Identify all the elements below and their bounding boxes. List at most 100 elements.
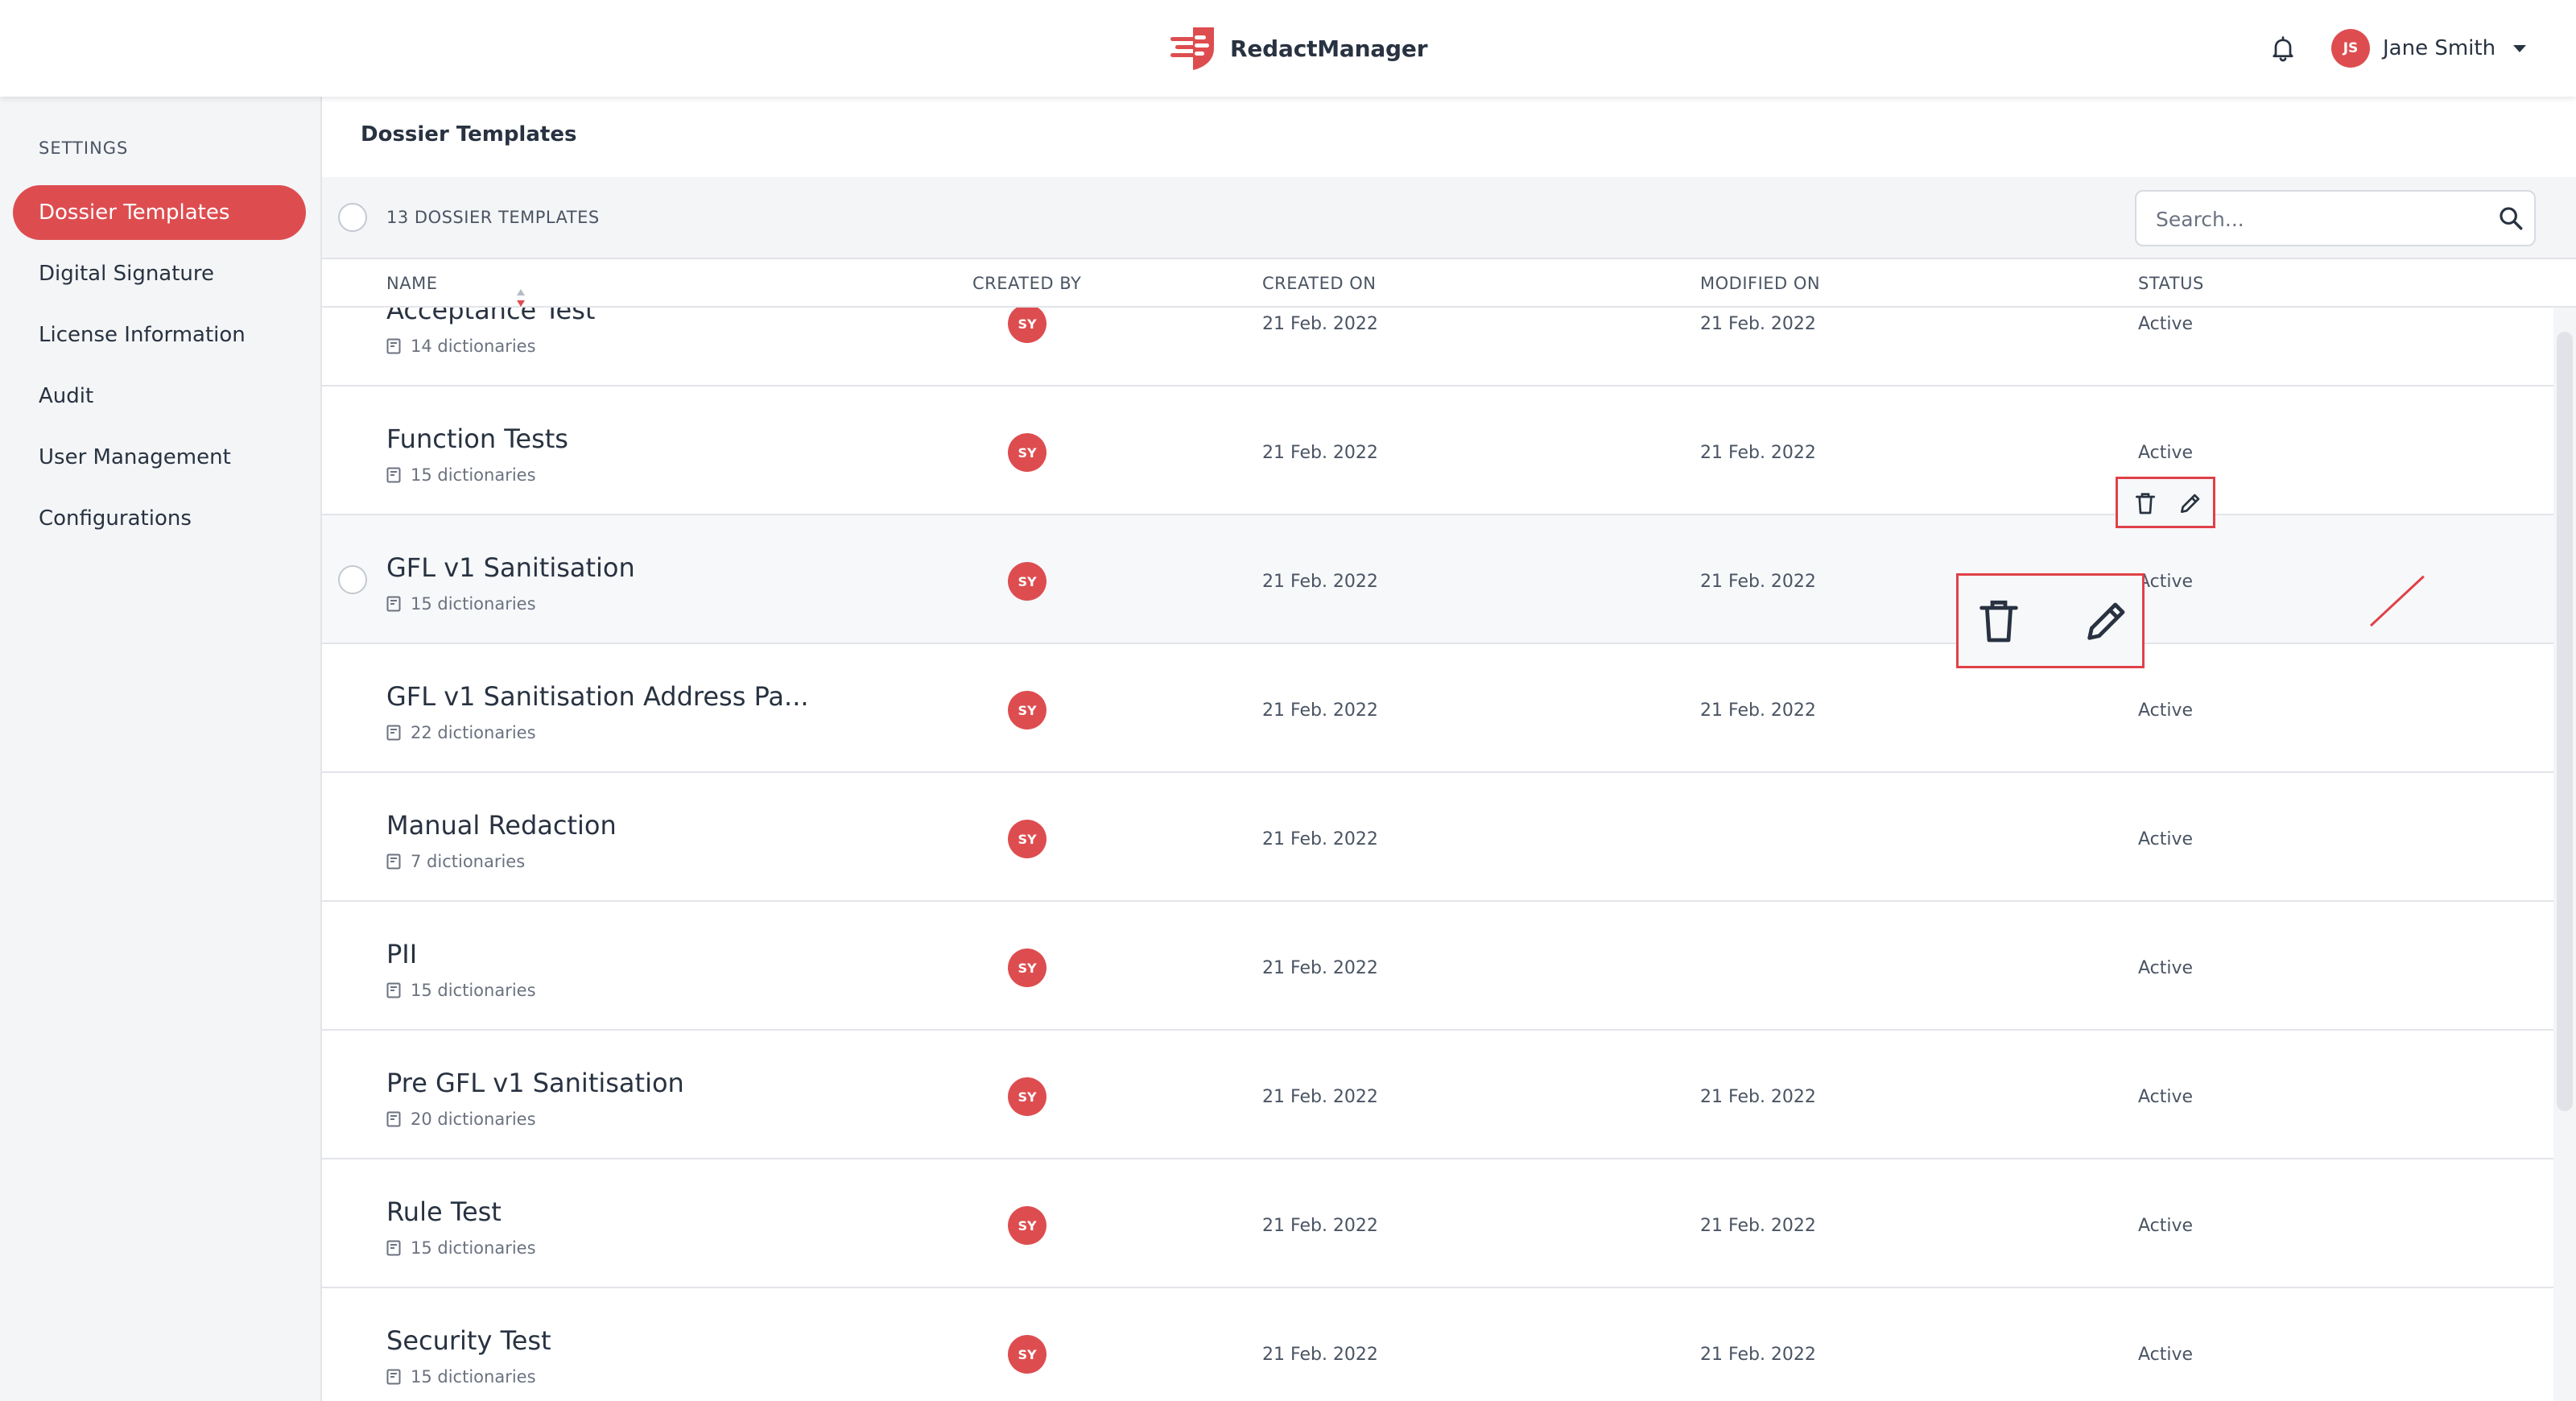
created-on: 21 Feb. 2022 <box>1262 572 1378 592</box>
status: Active <box>2138 1345 2194 1365</box>
dictionary-count-label: 15 dictionaries <box>411 981 536 1000</box>
creator-avatar: SY <box>1008 820 1046 858</box>
created-on: 21 Feb. 2022 <box>1262 314 1378 334</box>
dictionary-count-label: 15 dictionaries <box>411 1367 536 1387</box>
user-menu[interactable]: JS Jane Smith <box>2331 29 2527 68</box>
search-icon[interactable] <box>2497 205 2524 232</box>
creator-avatar: SY <box>1008 1335 1046 1374</box>
template-name[interactable]: Acceptance Test <box>386 308 596 325</box>
creator-avatar: SY <box>1008 1206 1046 1245</box>
sidebar-item-digital-signature[interactable]: Digital Signature <box>39 262 215 286</box>
status: Active <box>2138 572 2194 592</box>
template-name[interactable]: Function Tests <box>386 424 568 454</box>
template-name[interactable]: GFL v1 Sanitisation Address Pa... <box>386 681 809 712</box>
sidebar-item-license-information[interactable]: License Information <box>39 323 246 347</box>
template-name[interactable]: PII <box>386 939 418 969</box>
creator-avatar: SY <box>1008 948 1046 987</box>
search-input[interactable] <box>2154 192 2479 246</box>
pencil-icon[interactable] <box>2178 490 2203 516</box>
creator-avatar: SY <box>1008 691 1046 729</box>
column-header-name[interactable]: NAME <box>386 274 525 307</box>
template-name[interactable]: GFL v1 Sanitisation <box>386 552 635 583</box>
table-row-hovered[interactable]: GFL v1 Sanitisation 15 dictionaries SY 2… <box>322 515 2553 644</box>
main-content: Dossier Templates 13 DOSSIER TEMPLATES N… <box>322 97 2576 1401</box>
dictionary-count: 15 dictionaries <box>386 1367 536 1387</box>
row-select-checkbox[interactable] <box>338 565 367 594</box>
redact-logo-icon <box>1170 27 1214 70</box>
modified-on: 21 Feb. 2022 <box>1700 1087 1816 1107</box>
dictionary-count-label: 15 dictionaries <box>411 465 536 485</box>
select-all-checkbox[interactable] <box>338 203 367 232</box>
page-title: Dossier Templates <box>361 122 577 147</box>
dictionary-count-label: 20 dictionaries <box>411 1110 536 1129</box>
dictionary-count: 15 dictionaries <box>386 981 536 1000</box>
creator-avatar: SY <box>1008 562 1046 601</box>
row-actions-zoom-callout <box>1956 573 2145 668</box>
table-row[interactable]: Function Tests 15 dictionaries SY 21 Feb… <box>322 386 2553 515</box>
table-row[interactable]: Manual Redaction 7 dictionaries SY 21 Fe… <box>322 773 2553 902</box>
templates-count: 13 DOSSIER TEMPLATES <box>386 208 600 227</box>
settings-sidebar: SETTINGS Dossier Templates Digital Signa… <box>0 97 322 1401</box>
pencil-icon[interactable] <box>2081 595 2132 647</box>
book-icon <box>386 467 401 483</box>
brand-name: RedactManager <box>1230 35 1428 62</box>
modified-on: 21 Feb. 2022 <box>1700 1216 1816 1236</box>
sidebar-item-user-management[interactable]: User Management <box>39 445 231 469</box>
search-box <box>2135 190 2536 246</box>
status: Active <box>2138 1216 2194 1236</box>
book-icon <box>386 1240 401 1256</box>
sidebar-item-audit[interactable]: Audit <box>39 384 94 408</box>
modified-on: 21 Feb. 2022 <box>1700 572 1816 592</box>
table-row[interactable]: PII 15 dictionaries SY 21 Feb. 2022 Acti… <box>322 902 2553 1031</box>
sidebar-item-configurations[interactable]: Configurations <box>39 506 192 531</box>
bell-icon[interactable] <box>2268 34 2297 63</box>
row-actions-highlight <box>2116 477 2215 528</box>
trash-icon[interactable] <box>2132 490 2158 516</box>
brand[interactable]: RedactManager <box>1169 23 1428 74</box>
dictionary-count: 7 dictionaries <box>386 852 525 871</box>
sort-icon[interactable] <box>515 287 526 309</box>
created-on: 21 Feb. 2022 <box>1262 700 1378 721</box>
column-header-modified-on[interactable]: MODIFIED ON <box>1700 274 1821 293</box>
created-on: 21 Feb. 2022 <box>1262 1216 1378 1236</box>
sidebar-heading: SETTINGS <box>39 138 129 158</box>
book-icon <box>386 982 401 998</box>
created-on: 21 Feb. 2022 <box>1262 1087 1378 1107</box>
sidebar-item-dossier-templates[interactable]: Dossier Templates <box>13 185 306 240</box>
table-scrollbar[interactable] <box>2553 308 2576 1401</box>
table-row[interactable]: Acceptance Test 14 dictionaries SY 21 Fe… <box>322 308 2553 386</box>
book-icon <box>386 1369 401 1385</box>
templates-table-body: Acceptance Test 14 dictionaries SY 21 Fe… <box>322 308 2553 1401</box>
created-on: 21 Feb. 2022 <box>1262 1345 1378 1365</box>
template-name[interactable]: Pre GFL v1 Sanitisation <box>386 1068 684 1098</box>
column-header-created-on[interactable]: CREATED ON <box>1262 274 1377 293</box>
template-name[interactable]: Security Test <box>386 1325 551 1356</box>
dictionary-count: 14 dictionaries <box>386 337 536 356</box>
dictionary-count-label: 22 dictionaries <box>411 723 536 742</box>
template-name[interactable]: Rule Test <box>386 1196 502 1227</box>
template-name[interactable]: Manual Redaction <box>386 810 617 841</box>
user-name: Jane Smith <box>2383 36 2496 60</box>
book-icon <box>386 338 401 354</box>
dictionary-count-label: 14 dictionaries <box>411 337 536 356</box>
status: Active <box>2138 700 2194 721</box>
book-icon <box>386 725 401 741</box>
table-row[interactable]: GFL v1 Sanitisation Address Pa... 22 dic… <box>322 644 2553 773</box>
created-on: 21 Feb. 2022 <box>1262 443 1378 463</box>
dictionary-count-label: 15 dictionaries <box>411 594 536 614</box>
status: Active <box>2138 1087 2194 1107</box>
status: Active <box>2138 829 2194 849</box>
table-header: NAME CREATED BY CREATED ON MODIFIED ON S… <box>322 258 2576 308</box>
column-header-status[interactable]: STATUS <box>2138 274 2204 293</box>
trash-icon[interactable] <box>1973 595 2025 647</box>
creator-avatar: SY <box>1008 308 1046 343</box>
dictionary-count-label: 15 dictionaries <box>411 1238 536 1258</box>
book-icon <box>386 853 401 870</box>
table-row[interactable]: Pre GFL v1 Sanitisation 20 dictionaries … <box>322 1031 2553 1159</box>
column-header-name-label: NAME <box>386 274 438 293</box>
column-header-created-by[interactable]: CREATED BY <box>972 274 1082 293</box>
scrollbar-thumb[interactable] <box>2557 332 2573 1111</box>
table-row[interactable]: Security Test 15 dictionaries SY 21 Feb.… <box>322 1288 2553 1401</box>
chevron-down-icon <box>2513 44 2527 52</box>
table-row[interactable]: Rule Test 15 dictionaries SY 21 Feb. 202… <box>322 1159 2553 1288</box>
